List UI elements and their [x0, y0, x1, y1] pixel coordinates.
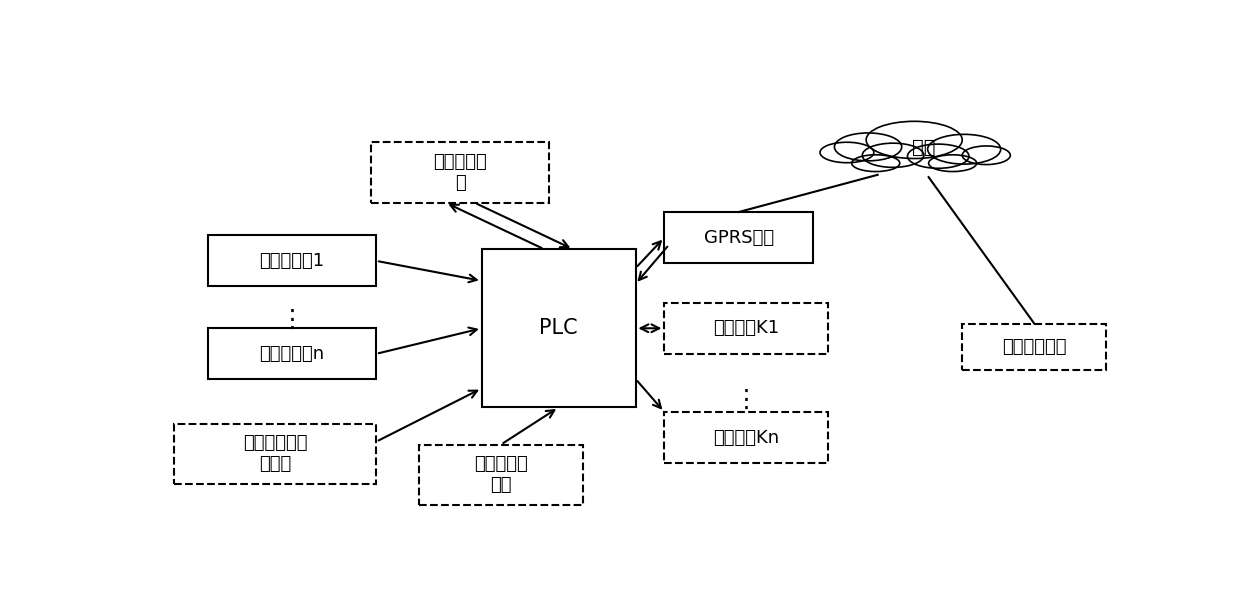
Ellipse shape — [929, 155, 977, 172]
Ellipse shape — [908, 144, 968, 169]
Text: 进线柜综合保
护装置: 进线柜综合保 护装置 — [243, 434, 308, 474]
FancyBboxPatch shape — [419, 445, 583, 505]
FancyBboxPatch shape — [371, 143, 549, 203]
FancyBboxPatch shape — [665, 412, 828, 463]
Ellipse shape — [852, 155, 900, 172]
Text: GPRS模块: GPRS模块 — [704, 228, 774, 246]
Ellipse shape — [820, 143, 874, 162]
FancyBboxPatch shape — [665, 212, 813, 263]
Ellipse shape — [835, 133, 901, 161]
FancyBboxPatch shape — [481, 249, 635, 407]
Text: ⋮: ⋮ — [734, 388, 759, 413]
Ellipse shape — [962, 146, 1011, 164]
FancyBboxPatch shape — [174, 423, 376, 484]
FancyBboxPatch shape — [208, 235, 376, 286]
Text: 进线柜断路
器: 进线柜断路 器 — [433, 153, 487, 192]
FancyBboxPatch shape — [962, 324, 1106, 370]
Ellipse shape — [928, 134, 1001, 164]
Ellipse shape — [867, 121, 962, 158]
Ellipse shape — [862, 143, 924, 167]
Text: 故障指示器1: 故障指示器1 — [259, 252, 325, 270]
Text: 网络: 网络 — [913, 138, 935, 157]
FancyBboxPatch shape — [665, 303, 828, 354]
FancyBboxPatch shape — [208, 329, 376, 379]
Text: PLC: PLC — [539, 318, 578, 338]
Text: 运维人员手机: 运维人员手机 — [1002, 338, 1066, 356]
Text: ⋮: ⋮ — [280, 308, 305, 332]
Text: 故障指示器n: 故障指示器n — [259, 345, 325, 363]
Text: 进线柜带电
显示: 进线柜带电 显示 — [474, 455, 528, 494]
Text: 负荷开关Kn: 负荷开关Kn — [713, 429, 779, 446]
Text: 负荷开关K1: 负荷开关K1 — [713, 320, 779, 337]
